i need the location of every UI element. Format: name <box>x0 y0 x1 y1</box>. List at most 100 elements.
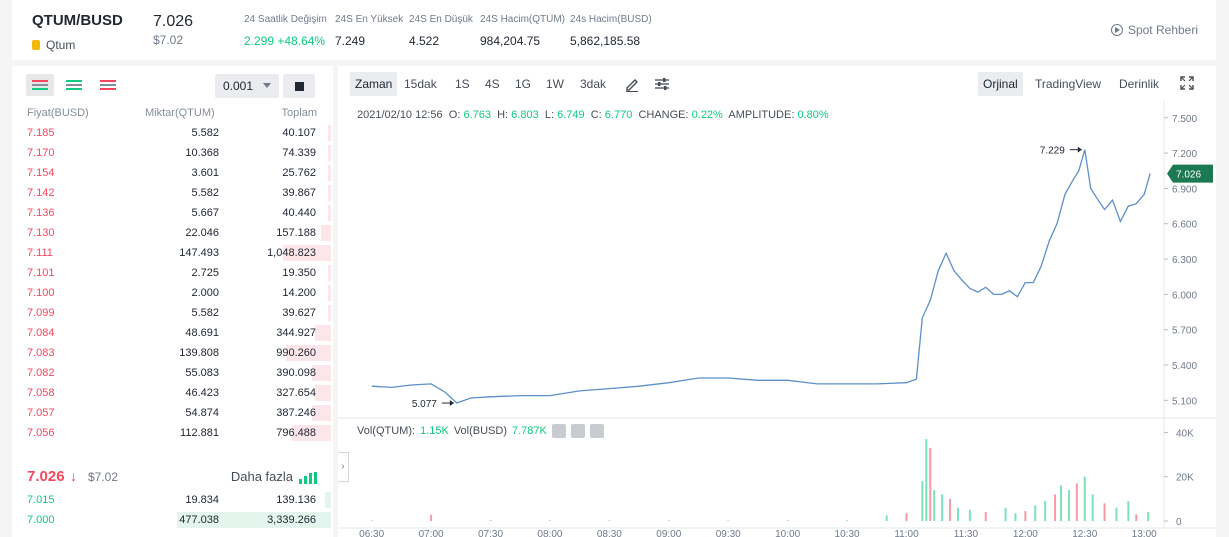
more-link[interactable]: Daha fazla <box>231 469 317 484</box>
depth-bar <box>314 385 331 401</box>
fullscreen-icon[interactable] <box>1180 76 1194 90</box>
vol-busd-label: Vol(BUSD) <box>453 425 507 437</box>
total-cell: 25.762 <box>282 167 316 179</box>
spot-guide-link[interactable]: Spot Rehberi <box>1110 23 1198 37</box>
total-cell: 39.627 <box>282 307 316 319</box>
ohlc-change: 0.22% <box>691 109 723 121</box>
view-orjinal[interactable]: Orjinal <box>978 72 1023 96</box>
ohlc-l-label: L: <box>544 109 555 121</box>
tf-zaman[interactable]: Zaman <box>350 72 398 96</box>
decimals-select[interactable]: 0.001 <box>215 74 279 98</box>
chart-panel: Zaman 15dak 1S 4S 1G 1W 3dak Orjinal Tra… <box>338 66 1216 537</box>
ask-row[interactable]: 7.136 5.667 40.440 <box>12 203 333 223</box>
collapse-panel-button[interactable]: › <box>338 452 349 482</box>
stat-24h-volume-qtum: 24S Hacim(QTUM) 984,204.75 <box>480 14 565 48</box>
price-tick-label: 6.600 <box>1172 220 1197 231</box>
price-tick-label: 7.200 <box>1172 149 1197 160</box>
pencil-icon[interactable] <box>624 76 640 92</box>
ask-row[interactable]: 7.130 22.046 157.188 <box>12 223 333 243</box>
ask-row[interactable]: 7.058 46.423 327.654 <box>12 383 333 403</box>
price-chart[interactable]: 7.500 7.200 6.900 6.600 6.300 6.000 5.700 5.400… <box>338 66 1216 537</box>
chart-toolbar: Zaman 15dak 1S 4S 1G 1W 3dak Orjinal Tra… <box>350 72 1206 96</box>
tf-1s[interactable]: 1S <box>455 77 470 91</box>
settings-icon[interactable] <box>570 424 585 438</box>
tf-15dak[interactable]: 15dak <box>404 77 437 91</box>
book-mode-bids-button[interactable] <box>60 74 88 96</box>
time-tick-label: 08:30 <box>597 529 622 537</box>
time-tick-label: 09:30 <box>716 529 741 537</box>
view-derinlik[interactable]: Derinlik <box>1119 77 1160 91</box>
ask-row[interactable]: 7.154 3.601 25.762 <box>12 163 333 183</box>
book-settings-button[interactable] <box>283 74 315 98</box>
total-cell: 1,048.823 <box>267 247 316 259</box>
depth-bar <box>327 165 331 181</box>
amount-cell: 139.808 <box>179 347 219 359</box>
ask-row[interactable]: 7.083 139.808 990.260 <box>12 343 333 363</box>
depth-bar <box>292 425 331 441</box>
tf-1g[interactable]: 1G <box>515 77 532 91</box>
time-tick-label: 09:00 <box>656 529 681 537</box>
tf-4s[interactable]: 4S <box>485 77 500 91</box>
coin-name-label: Qtum <box>46 38 76 52</box>
ask-row[interactable]: 7.082 55.083 390.098 <box>12 363 333 383</box>
volume-bar <box>1034 505 1037 521</box>
ask-row[interactable]: 7.185 5.582 40.107 <box>12 123 333 143</box>
stat-label: 24S En Yüksek <box>335 14 404 25</box>
ohlc-c-label: C: <box>590 109 602 121</box>
annotation-arrowhead <box>1077 146 1082 153</box>
price-tick-label: 6.900 <box>1172 184 1197 195</box>
pair-title[interactable]: QTUM/BUSD <box>32 12 123 29</box>
view-tradingview[interactable]: TradingView <box>1035 77 1102 91</box>
bid-row[interactable]: 7.015 19.834 139.136 <box>12 490 333 510</box>
depth-bar <box>327 145 331 161</box>
tf-1w[interactable]: 1W <box>546 77 564 91</box>
amount-cell: 46.423 <box>185 387 219 399</box>
sliders-icon[interactable] <box>654 76 670 92</box>
stat-label: 24s Hacim(BUSD) <box>570 14 652 25</box>
volume-bar <box>941 494 944 521</box>
amount-cell: 54.874 <box>185 407 219 419</box>
ask-row[interactable]: 7.100 2.000 14.200 <box>12 283 333 303</box>
eye-icon[interactable] <box>551 424 566 438</box>
book-mode-both-button[interactable] <box>26 74 54 96</box>
depth-bar <box>324 492 331 508</box>
coin-name[interactable]: Qtum <box>32 38 75 52</box>
volume-bar <box>667 520 670 521</box>
ohlc-amplitude-label: AMPLITUDE: <box>728 109 795 121</box>
col-total: Toplam <box>281 107 317 119</box>
ask-row[interactable]: 7.101 2.725 19.350 <box>12 263 333 283</box>
ask-row[interactable]: 7.056 112.881 796.488 <box>12 423 333 443</box>
close-icon[interactable] <box>589 424 604 438</box>
price-cell: 7.130 <box>27 227 55 239</box>
ask-row[interactable]: 7.111 147.493 1,048.823 <box>12 243 333 263</box>
volume-bar <box>956 507 959 521</box>
volume-bar <box>489 520 492 521</box>
ask-row[interactable]: 7.057 54.874 387.246 <box>12 403 333 423</box>
volume-bar <box>786 520 789 521</box>
ask-row[interactable]: 7.099 5.582 39.627 <box>12 303 333 323</box>
col-price: Fiyat(BUSD) <box>27 107 89 119</box>
ask-row[interactable]: 7.084 48.691 344.927 <box>12 323 333 343</box>
depth-bar <box>314 325 331 341</box>
tf-3dak[interactable]: 3dak <box>580 77 607 91</box>
price-cell: 7.100 <box>27 287 55 299</box>
ask-row[interactable]: 7.142 5.582 39.867 <box>12 183 333 203</box>
volume-tick-label: 0 <box>1176 517 1182 528</box>
depth-bar <box>327 265 331 281</box>
volume-bar <box>1067 490 1070 521</box>
price-cell: 7.099 <box>27 307 55 319</box>
volume-bar <box>1075 483 1078 521</box>
book-mode-asks-button[interactable] <box>94 74 122 96</box>
depth-bar <box>311 365 331 381</box>
total-cell: 40.107 <box>282 127 316 139</box>
amount-cell: 2.000 <box>191 287 219 299</box>
volume-bar <box>1044 501 1047 521</box>
ohlc-legend: 2021/02/10 12:56 O: 6.763 H: 6.803 L: 6.… <box>357 109 829 121</box>
ask-row[interactable]: 7.170 10.368 74.339 <box>12 143 333 163</box>
bid-row[interactable]: 7.000 477.038 3,339.266 <box>12 510 333 530</box>
vol-busd: 7.787K <box>512 425 547 437</box>
time-tick-label: 12:00 <box>1013 529 1038 537</box>
price-tick-label: 6.000 <box>1172 290 1197 301</box>
vol-qtum: 1.15K <box>420 425 449 437</box>
total-cell: 39.867 <box>282 187 316 199</box>
